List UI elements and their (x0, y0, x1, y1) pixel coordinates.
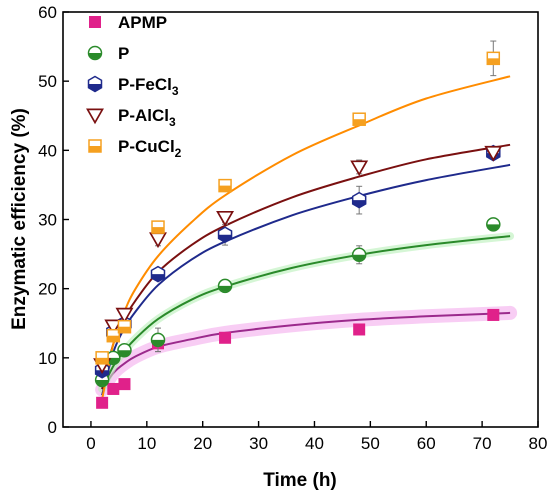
legend-marker (87, 45, 103, 61)
x-tick-label: 20 (193, 434, 212, 453)
y-tick-label: 30 (38, 211, 57, 230)
x-tick-label: 30 (249, 434, 268, 453)
data-point (218, 178, 232, 193)
legend-label: P-AlCl3 (118, 106, 176, 129)
data-point (104, 319, 123, 336)
data-point (150, 332, 166, 348)
data-point (106, 328, 121, 343)
y-axis-ticks: 0 10 20 30 40 50 60 (38, 3, 69, 437)
x-tick-label: 10 (137, 434, 156, 453)
legend-marker (88, 139, 102, 153)
data-point (351, 191, 367, 209)
data-point (96, 396, 109, 409)
data-point (117, 342, 132, 358)
y-tick-label: 0 (48, 418, 57, 437)
data-point (486, 217, 501, 232)
data-point (217, 226, 233, 244)
data-point (352, 112, 366, 126)
x-axis-ticks: 0 10 20 30 40 50 60 70 80 (86, 421, 547, 453)
x-tick-label: 40 (305, 434, 324, 453)
x-tick-label: 50 (361, 434, 380, 453)
plot-marks (93, 40, 518, 409)
x-tick-label: 70 (473, 434, 492, 453)
x-tick-label: 60 (417, 434, 436, 453)
data-point (216, 210, 235, 227)
data-point (118, 378, 131, 391)
data-point (115, 307, 134, 324)
x-axis-title: Time (h) (263, 470, 337, 491)
x-tick-label: 80 (529, 434, 548, 453)
data-point (117, 319, 132, 334)
data-point (486, 51, 501, 66)
data-point (107, 382, 120, 395)
data-point (95, 351, 109, 365)
data-point (487, 308, 500, 321)
y-tick-label: 20 (38, 280, 57, 299)
legend: APMP P P-FeCl3 P-AlCl3 P-CuCl2 (86, 13, 182, 160)
data-point (151, 220, 165, 234)
data-point (149, 232, 167, 249)
fit-curve-apmp (101, 311, 511, 391)
data-point (484, 145, 503, 162)
y-tick-label: 10 (38, 349, 57, 368)
y-tick-label: 50 (38, 72, 57, 91)
y-tick-label: 60 (38, 3, 57, 22)
legend-label: P-CuCl2 (118, 137, 182, 160)
x-tick-label: 0 (86, 434, 95, 453)
series-p-cucl2 (95, 40, 501, 365)
fit-curve-p-fecl3 (101, 163, 511, 396)
y-tick-label: 40 (38, 141, 57, 160)
data-point (350, 160, 369, 177)
data-point (150, 265, 166, 283)
legend-label: P-FeCl3 (118, 75, 179, 98)
data-point (351, 247, 367, 263)
data-point (217, 278, 233, 294)
data-point (219, 331, 232, 344)
data-point (353, 323, 366, 336)
data-point (106, 350, 121, 366)
legend-marker (86, 108, 104, 125)
legend-marker (87, 75, 103, 93)
legend-label: P (118, 44, 129, 63)
y-axis-title: Enzymatic efficiency (%) (9, 108, 30, 330)
legend-label: APMP (118, 13, 167, 32)
legend-marker (89, 16, 101, 28)
